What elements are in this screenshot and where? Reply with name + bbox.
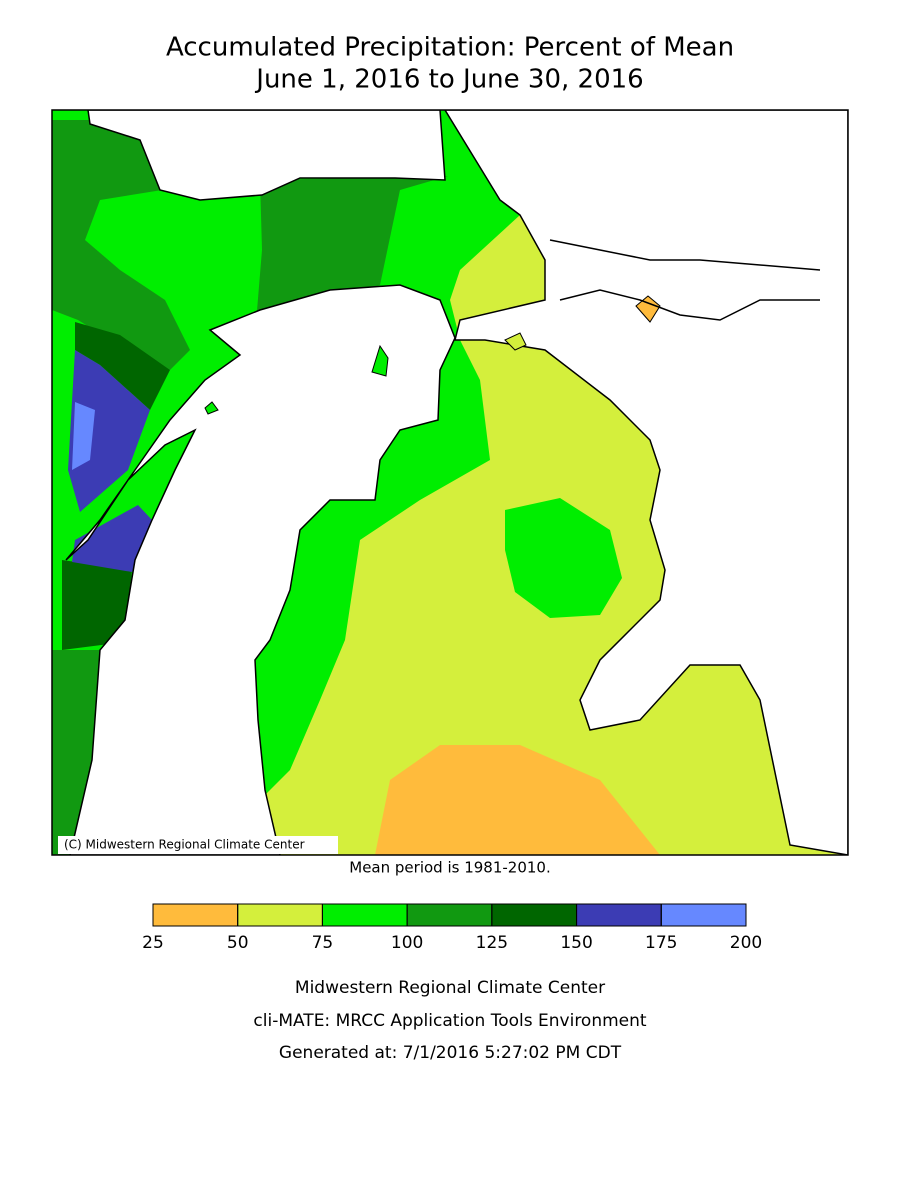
zone-125-150 <box>75 322 170 410</box>
lake-huron <box>444 110 848 855</box>
zone-100-125 <box>52 120 190 380</box>
title: Accumulated Precipitation: Percent of Me… <box>166 33 734 63</box>
legend-swatch <box>152 903 239 927</box>
zone-150-175 <box>68 350 150 512</box>
legend-swatch <box>321 903 408 927</box>
legend-tick-label: 125 <box>476 933 508 953</box>
zone-175-200 <box>72 402 95 470</box>
legend-tick-label: 50 <box>227 933 249 953</box>
legend-swatch <box>491 903 578 927</box>
legend-tick-label: 25 <box>142 933 164 953</box>
island <box>504 332 527 351</box>
lake-superior <box>87 110 446 201</box>
shoreline <box>549 239 821 271</box>
legend-swatch <box>237 903 323 927</box>
zone-75-100 <box>505 498 622 618</box>
zone-25-50 <box>375 745 660 855</box>
map <box>52 110 848 855</box>
legend-tick-label: 100 <box>391 933 423 953</box>
copyright: (C) Midwestern Regional Climate Center <box>64 838 305 852</box>
map-frame <box>51 109 849 856</box>
legend-tick-label: 150 <box>560 933 592 953</box>
shoreline <box>559 289 820 321</box>
footer-line: Generated at: 7/1/2016 5:27:02 PM CDT <box>279 1043 622 1063</box>
zone-125-150 <box>62 560 132 650</box>
legend-tick-label: 175 <box>645 933 677 953</box>
footer-line: Midwestern Regional Climate Center <box>295 978 605 998</box>
note: Mean period is 1981-2010. <box>349 859 550 877</box>
island <box>635 295 661 323</box>
copyright-box <box>58 836 338 854</box>
subtitle: June 1, 2016 to June 30, 2016 <box>254 65 643 95</box>
legend-tick-label: 75 <box>312 933 334 953</box>
zone-100-125 <box>255 176 448 335</box>
legend: 25 50 75 100 125 150 175 200 <box>142 903 762 953</box>
island <box>371 344 389 377</box>
footer-line: cli-MATE: MRCC Application Tools Environ… <box>253 1011 646 1031</box>
zone-150-175 <box>72 505 152 572</box>
legend-tick-label: 200 <box>730 933 762 953</box>
legend-swatch <box>660 903 747 927</box>
legend-swatch <box>406 903 493 927</box>
island <box>204 401 219 415</box>
lake-michigan <box>65 284 456 855</box>
legend-swatch <box>576 903 662 927</box>
